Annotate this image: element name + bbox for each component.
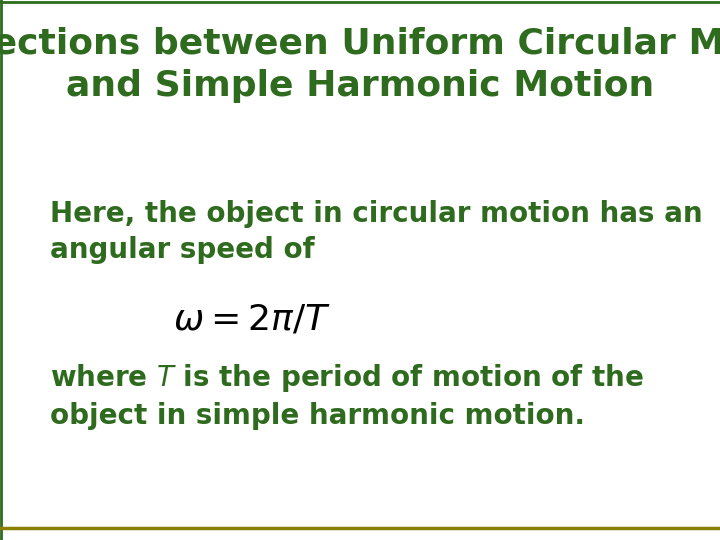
Text: $\omega = 2\pi/T$: $\omega = 2\pi/T$ — [173, 302, 331, 336]
Text: Connections between Uniform Circular Motion
and Simple Harmonic Motion: Connections between Uniform Circular Mot… — [0, 27, 720, 103]
Text: Here, the object in circular motion has an
angular speed of: Here, the object in circular motion has … — [50, 200, 703, 264]
Text: where $T$ is the period of motion of the
object in simple harmonic motion.: where $T$ is the period of motion of the… — [50, 362, 644, 429]
